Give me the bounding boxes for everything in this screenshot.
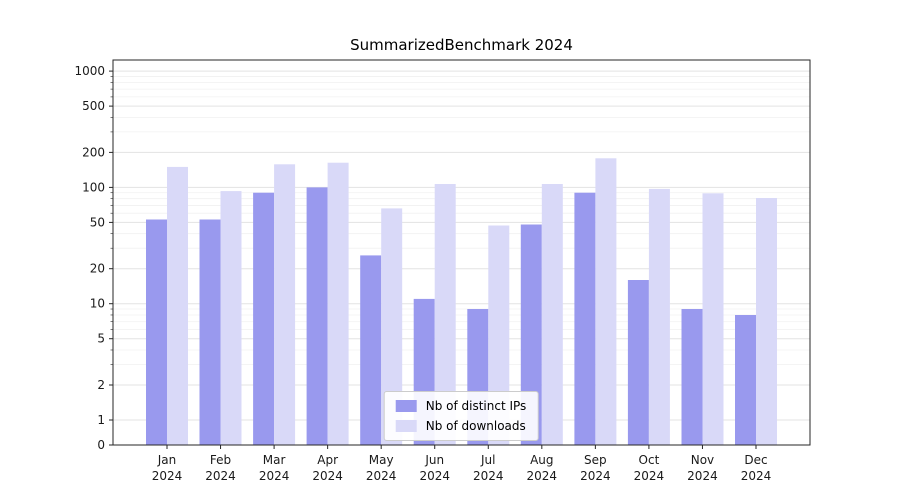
- x-tick-label-year: 2024: [205, 469, 236, 483]
- bar-distinct-ips-dec: [735, 315, 756, 445]
- x-tick-label-month: Sep: [584, 453, 607, 467]
- bar-distinct-ips-jan: [146, 219, 167, 445]
- y-tick-label: 2: [97, 378, 105, 392]
- bar-downloads-jun: [434, 184, 456, 445]
- x-tick-label-month: Apr: [317, 453, 338, 467]
- bar-distinct-ips-aug: [520, 224, 542, 445]
- y-tick-label: 200: [82, 145, 105, 159]
- x-tick-label-month: Feb: [210, 453, 231, 467]
- y-tick-label: 1: [97, 413, 105, 427]
- legend-swatch-downloads: [395, 420, 417, 432]
- bar-downloads-dec: [756, 198, 777, 445]
- bar-downloads-feb: [220, 191, 242, 445]
- y-tick-label: 100: [82, 180, 105, 194]
- bar-downloads-oct: [648, 188, 670, 445]
- bar-distinct-ips-apr: [306, 187, 328, 445]
- x-tick-label-year: 2024: [741, 469, 772, 483]
- bar-distinct-ips-mar: [253, 192, 275, 445]
- legend-swatch-distinct-ips: [395, 400, 417, 412]
- bar-downloads-jan: [167, 166, 188, 445]
- x-tick-label-month: Mar: [263, 453, 286, 467]
- x-tick-label-month: Dec: [744, 453, 767, 467]
- x-tick-label-month: Jan: [157, 453, 177, 467]
- legend-label-downloads: Nb of downloads: [425, 419, 526, 433]
- bar-downloads-sep: [595, 158, 617, 446]
- bar-downloads-jul: [488, 225, 510, 445]
- legend-label-distinct-ips: Nb of distinct IPs: [425, 399, 527, 413]
- legend-item-downloads: Nb of downloads: [395, 419, 527, 433]
- y-tick-label: 5: [97, 332, 105, 346]
- x-tick-label-year: 2024: [259, 469, 290, 483]
- chart-legend: Nb of distinct IPs Nb of downloads: [383, 391, 539, 441]
- y-tick-label: 0: [97, 438, 105, 452]
- x-tick-label-year: 2024: [312, 469, 343, 483]
- bar-distinct-ips-may: [360, 255, 382, 445]
- y-tick-label: 500: [82, 99, 105, 113]
- y-tick-label: 50: [90, 215, 105, 229]
- x-tick-label-year: 2024: [366, 469, 397, 483]
- x-tick-label-year: 2024: [152, 469, 183, 483]
- x-tick-label-year: 2024: [687, 469, 718, 483]
- y-tick-label: 20: [90, 262, 105, 276]
- bar-distinct-ips-nov: [681, 309, 703, 445]
- y-tick-label: 1000: [74, 64, 105, 78]
- bar-distinct-ips-oct: [627, 280, 649, 445]
- x-tick-label-year: 2024: [580, 469, 611, 483]
- bar-downloads-aug: [541, 184, 563, 445]
- x-tick-label-year: 2024: [634, 469, 665, 483]
- chart-title: SummarizedBenchmark 2024: [350, 36, 573, 54]
- bar-downloads-may: [381, 208, 403, 445]
- x-tick-label-month: May: [369, 453, 394, 467]
- x-tick-label-month: Oct: [639, 453, 660, 467]
- bar-downloads-mar: [274, 164, 296, 446]
- bar-downloads-nov: [702, 193, 724, 445]
- legend-item-distinct-ips: Nb of distinct IPs: [395, 399, 527, 413]
- bar-distinct-ips-sep: [574, 192, 596, 445]
- x-tick-label-year: 2024: [527, 469, 558, 483]
- x-tick-label-month: Jul: [480, 453, 495, 467]
- x-tick-label-month: Nov: [691, 453, 714, 467]
- plot-border: [112, 59, 811, 446]
- bar-downloads-apr: [327, 162, 349, 445]
- x-tick-label-year: 2024: [419, 469, 450, 483]
- x-tick-label-month: Aug: [530, 453, 553, 467]
- bar-distinct-ips-feb: [199, 219, 221, 445]
- x-tick-label-year: 2024: [473, 469, 504, 483]
- y-tick-label: 10: [90, 297, 105, 311]
- x-tick-label-month: Jun: [424, 453, 444, 467]
